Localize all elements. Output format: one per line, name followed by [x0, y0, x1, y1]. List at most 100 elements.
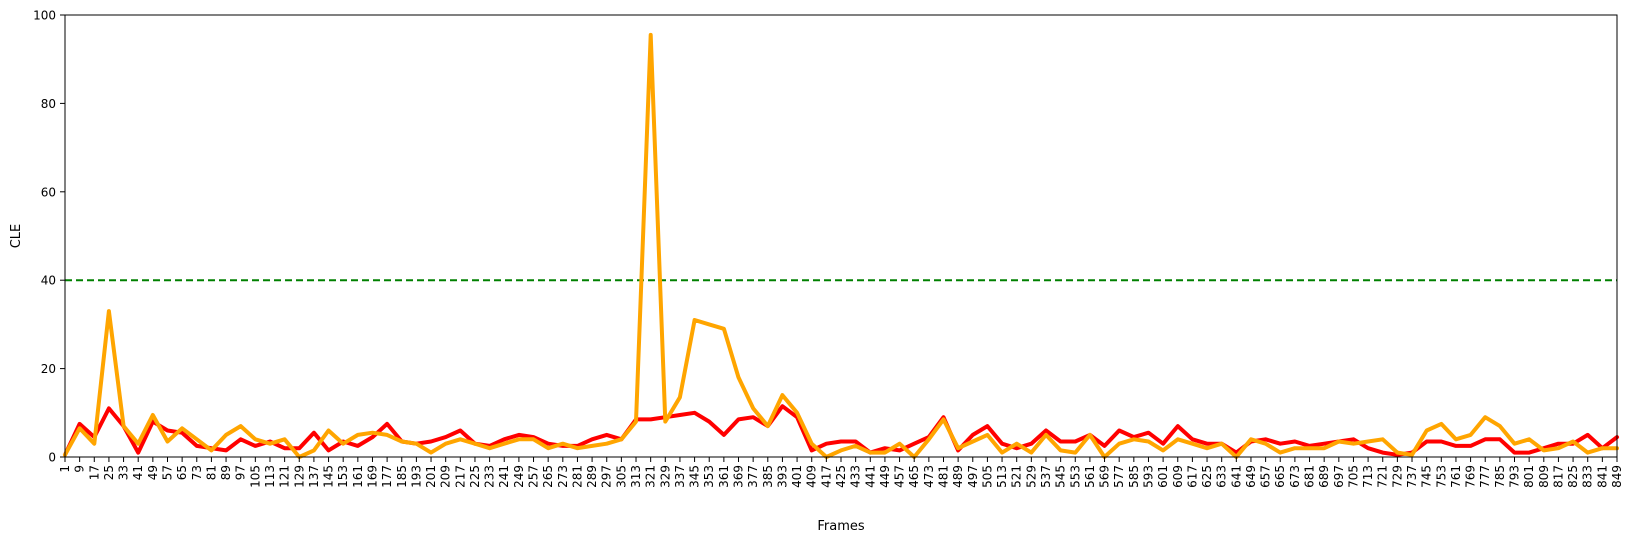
- x-tick-label: 809: [1537, 465, 1551, 488]
- x-tick-label: 265: [541, 465, 555, 488]
- x-tick-label: 497: [966, 465, 980, 488]
- x-tick-label: 569: [1098, 465, 1112, 488]
- x-tick-label: 289: [585, 465, 599, 488]
- x-tick-label: 521: [1010, 465, 1024, 488]
- x-tick-label: 665: [1273, 465, 1287, 488]
- x-tick-label: 505: [980, 465, 994, 488]
- x-tick-label: 769: [1464, 465, 1478, 488]
- x-tick-label: 417: [819, 465, 833, 488]
- x-tick-label: 561: [1083, 465, 1097, 488]
- x-tick-label: 177: [380, 465, 394, 488]
- x-tick-label: 625: [1200, 465, 1214, 488]
- x-tick-label: 81: [204, 465, 218, 480]
- x-tick-label: 673: [1288, 465, 1302, 488]
- x-tick-label: 73: [190, 465, 204, 480]
- x-tick-label: 657: [1259, 465, 1273, 488]
- x-tick-label: 9: [73, 465, 87, 473]
- y-tick-label: 100: [33, 9, 56, 23]
- x-tick-label: 161: [351, 465, 365, 488]
- x-tick-label: 721: [1376, 465, 1390, 488]
- x-tick-label: 465: [907, 465, 921, 488]
- y-axis-label: CLE: [9, 224, 24, 249]
- x-tick-label: 449: [878, 465, 892, 488]
- x-tick-label: 737: [1405, 465, 1419, 488]
- x-tick-label: 297: [600, 465, 614, 488]
- x-tick-label: 57: [160, 465, 174, 480]
- x-tick-label: 321: [644, 465, 658, 488]
- series-line-1: [63, 404, 1619, 457]
- x-tick-label: 401: [790, 465, 804, 488]
- x-tick-label: 793: [1508, 465, 1522, 488]
- x-tick-label: 473: [922, 465, 936, 488]
- y-tick-label: 80: [41, 97, 56, 111]
- y-tick-label: 0: [48, 451, 56, 465]
- x-tick-label: 801: [1522, 465, 1536, 488]
- y-tick-label: 60: [41, 185, 56, 199]
- x-tick-label: 129: [292, 465, 306, 488]
- x-tick-label: 337: [673, 465, 687, 488]
- x-axis-label: Frames: [817, 519, 865, 534]
- x-tick-label: 153: [336, 465, 350, 488]
- x-tick-label: 369: [732, 465, 746, 488]
- x-tick-label: 633: [1215, 465, 1229, 488]
- x-tick-label: 249: [512, 465, 526, 488]
- x-tick-label: 33: [117, 465, 131, 480]
- x-tick-label: 17: [87, 465, 101, 480]
- x-tick-label: 361: [717, 465, 731, 488]
- x-tick-label: 601: [1156, 465, 1170, 488]
- x-tick-label: 641: [1229, 465, 1243, 488]
- x-tick-label: 433: [849, 465, 863, 488]
- x-tick-label: 849: [1610, 465, 1624, 488]
- x-tick-label: 185: [395, 465, 409, 488]
- x-tick-label: 273: [556, 465, 570, 488]
- x-tick-label: 105: [248, 465, 262, 488]
- x-tick-label: 513: [995, 465, 1009, 488]
- x-tick-label: 169: [365, 465, 379, 488]
- x-tick-label: 305: [614, 465, 628, 488]
- x-tick-label: 481: [936, 465, 950, 488]
- x-tick-label: 713: [1361, 465, 1375, 488]
- x-tick-label: 753: [1434, 465, 1448, 488]
- x-tick-label: 689: [1317, 465, 1331, 488]
- x-tick-label: 41: [131, 465, 145, 480]
- x-tick-label: 49: [146, 465, 160, 480]
- x-tick-label: 489: [951, 465, 965, 488]
- x-tick-label: 553: [1068, 465, 1082, 488]
- x-tick-label: 745: [1420, 465, 1434, 488]
- x-tick-label: 825: [1566, 465, 1580, 488]
- x-tick-label: 89: [219, 465, 233, 480]
- x-tick-label: 785: [1493, 465, 1507, 488]
- x-tick-label: 209: [439, 465, 453, 488]
- x-tick-label: 97: [234, 465, 248, 480]
- x-tick-label: 681: [1303, 465, 1317, 488]
- x-tick-label: 833: [1581, 465, 1595, 488]
- plot-frame: [64, 14, 1618, 458]
- y-tick-label: 20: [41, 362, 56, 376]
- x-tick-label: 25: [102, 465, 116, 480]
- x-tick-label: 65: [175, 465, 189, 480]
- x-tick-label: 121: [278, 465, 292, 488]
- x-tick-label: 441: [863, 465, 877, 488]
- x-tick-label: 329: [658, 465, 672, 488]
- x-tick-label: 545: [1054, 465, 1068, 488]
- x-tick-label: 761: [1449, 465, 1463, 488]
- x-tick-label: 393: [775, 465, 789, 488]
- x-tick-label: 201: [424, 465, 438, 488]
- x-tick-label: 705: [1346, 465, 1360, 488]
- x-tick-label: 817: [1551, 465, 1565, 488]
- x-tick-label: 281: [570, 465, 584, 488]
- x-tick-label: 225: [468, 465, 482, 488]
- x-tick-label: 593: [1141, 465, 1155, 488]
- x-tick-label: 1: [58, 465, 72, 473]
- x-tick-label: 377: [746, 465, 760, 488]
- x-tick-label: 425: [834, 465, 848, 488]
- x-tick-label: 233: [483, 465, 497, 488]
- x-tick-label: 353: [702, 465, 716, 488]
- x-tick-label: 145: [322, 465, 336, 488]
- x-tick-label: 577: [1112, 465, 1126, 488]
- x-tick-label: 193: [409, 465, 423, 488]
- x-tick-label: 697: [1332, 465, 1346, 488]
- x-tick-label: 609: [1171, 465, 1185, 488]
- x-tick-label: 385: [761, 465, 775, 488]
